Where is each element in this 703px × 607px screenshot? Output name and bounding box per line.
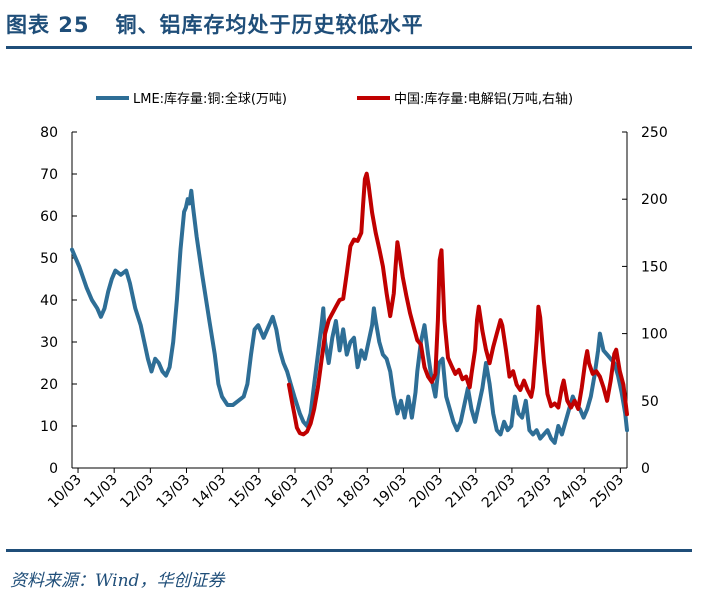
source-note: 资料来源：Wind，华创证券: [10, 571, 225, 591]
y-left-tick-label: 60: [40, 209, 58, 225]
y-right-tick-label: 150: [641, 259, 668, 275]
x-tick-label: 20/03: [407, 472, 447, 512]
chart-axes: 0 10 20 30 40 50 60 70 80 0 50 100 150 200 250 10/0311/…: [40, 125, 668, 511]
legend-label-aluminium: 中国:库存量:电解铝(万吨,右轴): [394, 91, 573, 107]
x-tick-label: 13/03: [153, 472, 193, 512]
y-left-tick-label: 30: [40, 335, 58, 351]
y-left-tick-label: 80: [40, 125, 58, 141]
x-tick-label: 17/03: [298, 472, 338, 512]
x-tick-label: 15/03: [226, 472, 266, 512]
x-tick-label: 11/03: [81, 472, 121, 512]
y-left-tick-label: 10: [40, 419, 58, 435]
x-tick-label: 25/03: [587, 472, 627, 512]
x-tick-label: 14/03: [190, 472, 230, 512]
y-right-tick-label: 200: [641, 192, 668, 208]
x-tick-label: 22/03: [479, 472, 519, 512]
x-tick-label: 24/03: [551, 472, 591, 512]
line-chart: LME:库存量:铜:全球(万吨) 中国:库存量:电解铝(万吨,右轴) 0 10 20…: [40, 91, 668, 511]
y-left-tick-label: 40: [40, 293, 58, 309]
x-tick-label: 12/03: [117, 472, 157, 512]
legend-label-copper: LME:库存量:铜:全球(万吨): [133, 91, 287, 107]
x-tick-label: 16/03: [262, 472, 302, 512]
y-right-tick-label: 100: [641, 327, 668, 343]
header-divider: [6, 46, 692, 49]
y-right-tick-label: 50: [641, 394, 659, 410]
y-right-tick-label: 0: [641, 461, 650, 477]
y-right-tick-label: 250: [641, 125, 668, 141]
figure-number: 图表 25: [6, 13, 90, 37]
figure-header: 图表 25 铜、铝库存均处于历史较低水平: [6, 6, 424, 42]
chart-legend: LME:库存量:铜:全球(万吨) 中国:库存量:电解铝(万吨,右轴): [96, 91, 573, 107]
series-line-copper: [70, 188, 629, 445]
y-left-tick-label: 0: [49, 461, 58, 477]
series-line-aluminium: [286, 171, 629, 437]
x-tick-label: 10/03: [45, 472, 85, 512]
x-tick-label: 21/03: [443, 472, 483, 512]
footer-divider: [6, 549, 692, 552]
y-left-tick-label: 70: [40, 167, 58, 183]
x-tick-label: 23/03: [515, 472, 555, 512]
chart-series: [70, 171, 629, 445]
x-tick-label: 18/03: [334, 472, 374, 512]
x-tick-label: 19/03: [370, 472, 410, 512]
y-left-tick-label: 50: [40, 251, 58, 267]
figure-title: 铜、铝库存均处于历史较低水平: [115, 13, 424, 37]
y-left-tick-label: 20: [40, 377, 58, 393]
